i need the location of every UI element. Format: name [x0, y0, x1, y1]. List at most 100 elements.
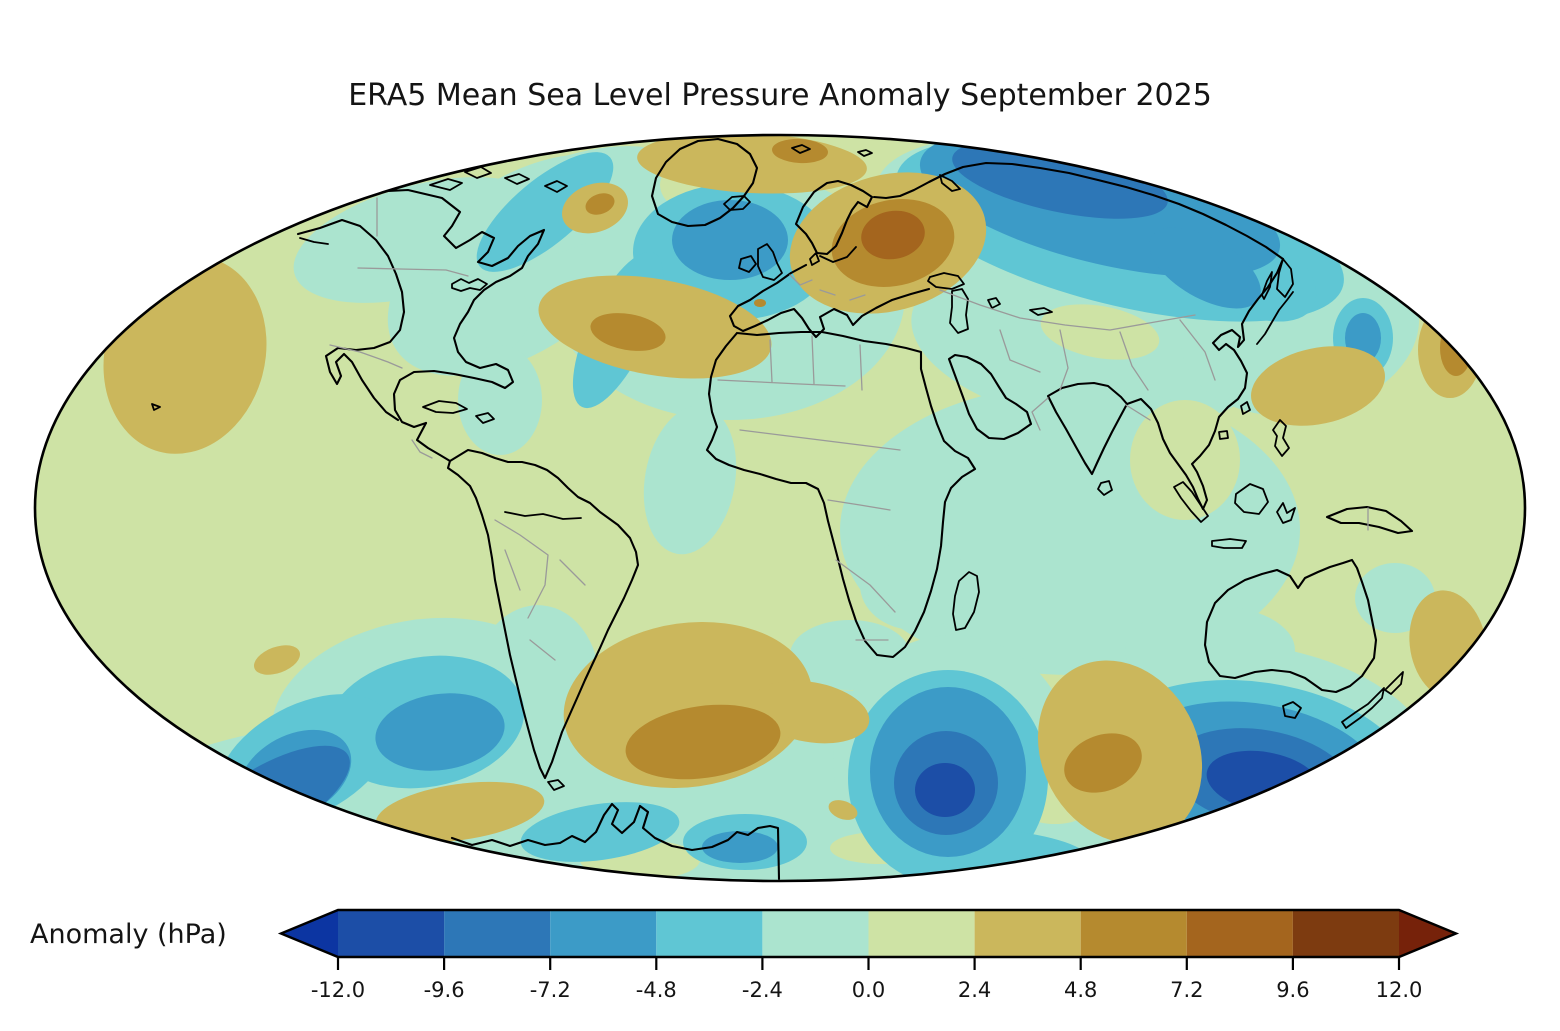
- colorbar-axis-label: Anomaly (hPa): [30, 919, 227, 950]
- coast-iceland: [723, 195, 751, 211]
- anomaly-contour: [915, 763, 975, 817]
- borders-europe: [789, 274, 866, 301]
- anomaly-contour: [585, 193, 615, 215]
- tick-label: -12.0: [311, 978, 365, 1002]
- coast-arctic-siberia: [872, 161, 1285, 261]
- coast-sulawesi: [1276, 502, 1296, 524]
- coastlines: [151, 137, 1414, 881]
- anomaly-contour: [754, 299, 766, 307]
- coast-south-america: [446, 448, 640, 780]
- colorbar-segment: [1186, 910, 1293, 957]
- anomaly-field: [35, 135, 1525, 881]
- coast-arabia: [947, 353, 1033, 441]
- anomaly-contour: [590, 313, 666, 351]
- colorbar-ticks: [336, 957, 1401, 970]
- coast-borneo: [1234, 483, 1269, 515]
- tick-label: 9.6: [1276, 978, 1309, 1002]
- tick-label: 2.4: [958, 978, 991, 1002]
- anomaly-contour: [293, 177, 547, 303]
- great-lakes: [451, 278, 488, 292]
- colorbar-segment: [656, 910, 763, 957]
- coast-central-america: [415, 421, 452, 463]
- small-island-mark: [151, 237, 329, 411]
- colorbar-segment: [550, 910, 657, 957]
- colorbar-under-arrow: [281, 910, 338, 957]
- arctic-small-islands: [791, 144, 961, 192]
- chart-title: ERA5 Mean Sea Level Pressure Anomaly Sep…: [348, 78, 1212, 113]
- anomaly-contour: [1251, 346, 1385, 426]
- coast-australia: [1203, 558, 1378, 694]
- coast-north-america-west: [296, 218, 406, 422]
- coast-sumatra-java: [1173, 481, 1247, 549]
- coast-africa: [705, 330, 977, 659]
- anomaly-contour: [410, 270, 530, 360]
- borders-asia: [939, 289, 1369, 531]
- borders-africa: [717, 335, 901, 641]
- coast-philippines: [1272, 419, 1290, 457]
- coast-britain-ireland: [738, 243, 783, 281]
- anomaly-contour: [375, 693, 505, 771]
- anomaly-contour: [520, 802, 680, 862]
- colorbar-segment: [444, 910, 551, 957]
- anomaly-contour: [1130, 400, 1240, 520]
- globe-outline: [33, 133, 1527, 883]
- colorbar-over-arrow: [1399, 910, 1456, 957]
- coast-east-asia: [1125, 257, 1285, 511]
- border-us-canada: [357, 197, 469, 277]
- anomaly-contour: [672, 200, 788, 280]
- coast-tasmania: [1282, 701, 1302, 719]
- anomaly-contour: [861, 210, 925, 260]
- anomaly-contour: [1040, 304, 1160, 360]
- anomaly-contour: [702, 831, 778, 863]
- anomaly-contour: [1064, 733, 1142, 793]
- anomaly-contour: [1440, 320, 1472, 376]
- anomaly-contour: [254, 645, 300, 675]
- anomaly-contour: [625, 704, 781, 780]
- coast-sri-lanka: [1097, 480, 1113, 496]
- colorbar-segment: [1080, 910, 1187, 957]
- caspian-sea: [949, 288, 969, 334]
- tick-label: 7.2: [1170, 978, 1203, 1002]
- anomaly-contour: [860, 540, 970, 630]
- colorbar-segment: [868, 910, 975, 957]
- anomaly-contour: [828, 800, 858, 820]
- colorbar-segment: [762, 910, 869, 957]
- coast-kamchatka-sakhalin: [1261, 258, 1294, 300]
- coast-baltic: [809, 246, 857, 266]
- coast-greenland: [650, 137, 759, 228]
- coast-japan: [1256, 291, 1294, 345]
- colorbar: -12.0 -9.6 -7.2 -4.8 -2.4 0.0 2.4 4.8 7.…: [30, 908, 1460, 1002]
- coast-taiwan-hainan: [1218, 401, 1251, 440]
- coast-madagascar: [952, 571, 980, 631]
- anomaly-contour: [375, 781, 545, 843]
- tierra-del-fuego: [547, 779, 565, 791]
- coast-north-america: [296, 188, 546, 429]
- tick-label: -7.2: [530, 978, 571, 1002]
- coast-scandinavia: [794, 179, 874, 256]
- arctic-islands: [429, 166, 568, 193]
- aral-balkhash: [987, 297, 1053, 316]
- anomaly-contour: [772, 138, 828, 164]
- tick-label: -2.4: [742, 978, 783, 1002]
- colorbar-tick-labels: -12.0 -9.6 -7.2 -4.8 -2.4 0.0 2.4 4.8 7.…: [311, 978, 1423, 1002]
- coast-antarctica: [450, 802, 781, 881]
- colorbar-segment: [974, 910, 1081, 957]
- tick-label: 12.0: [1376, 978, 1423, 1002]
- black-sea: [927, 272, 965, 290]
- anomaly-contour: [458, 345, 542, 455]
- colorbar-segment: [338, 910, 445, 957]
- anomaly-contour: [1149, 227, 1261, 309]
- tick-label: 4.8: [1064, 978, 1097, 1002]
- anomaly-contour: [952, 141, 1168, 219]
- colorbar-segment: [1292, 910, 1399, 957]
- coast-india: [1046, 381, 1129, 476]
- anomaly-contour: [643, 405, 737, 555]
- tick-label: -4.8: [636, 978, 677, 1002]
- coast-new-guinea: [1325, 505, 1414, 535]
- coast-new-zealand: [1341, 671, 1404, 729]
- borders-south-america: [494, 519, 586, 661]
- anomaly-contour: [476, 152, 614, 272]
- coast-caribbean: [422, 400, 495, 424]
